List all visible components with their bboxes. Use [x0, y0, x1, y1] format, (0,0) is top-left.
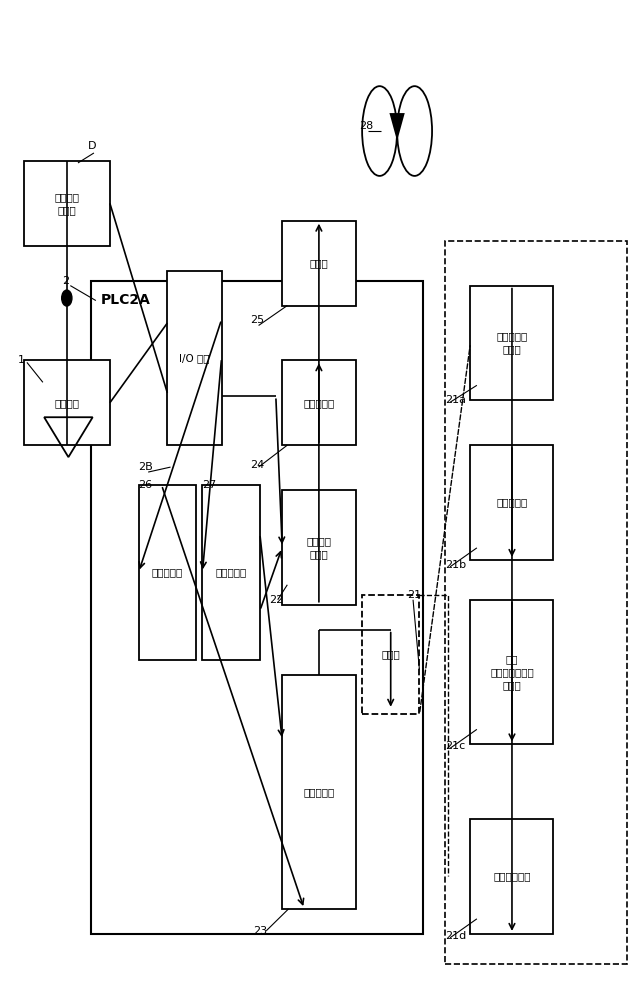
Text: 传感器部: 传感器部: [54, 398, 79, 408]
Text: 27: 27: [203, 480, 217, 490]
Text: 21c: 21c: [445, 741, 465, 751]
Text: 控制量运算部: 控制量运算部: [493, 871, 531, 881]
Text: 传感器信号
转换部: 传感器信号 转换部: [496, 332, 528, 354]
Text: 测定指令部: 测定指令部: [215, 567, 247, 577]
Bar: [470, 819, 553, 934]
Text: 运算部: 运算部: [381, 650, 400, 660]
Text: 形状
（长度、宽度）
运算部: 形状 （长度、宽度） 运算部: [490, 654, 534, 690]
Circle shape: [62, 290, 72, 306]
Bar: [282, 360, 356, 445]
Text: 28: 28: [359, 121, 373, 131]
Bar: [362, 595, 419, 714]
Bar: [203, 485, 260, 660]
Bar: [445, 241, 627, 964]
Text: 25: 25: [250, 315, 265, 325]
Bar: [167, 271, 222, 445]
Bar: [282, 675, 356, 909]
Bar: [470, 286, 553, 400]
Bar: [282, 221, 356, 306]
Text: PLC2A: PLC2A: [100, 293, 150, 307]
Text: 触发获取部: 触发获取部: [152, 567, 183, 577]
Text: 局部总线
控制器: 局部总线 控制器: [306, 536, 331, 559]
Text: 驱动控制部: 驱动控制部: [303, 398, 335, 408]
Bar: [470, 600, 553, 744]
Polygon shape: [390, 113, 404, 141]
Text: 21a: 21a: [445, 395, 466, 405]
Bar: [24, 161, 110, 246]
Text: 按压构件
检测部: 按压构件 检测部: [54, 192, 79, 215]
Text: 驱动部: 驱动部: [310, 258, 328, 268]
Text: 21: 21: [406, 590, 420, 600]
Text: 2B: 2B: [138, 462, 153, 472]
Text: 宽度计算部: 宽度计算部: [496, 497, 528, 507]
Text: 21d: 21d: [445, 931, 466, 941]
Text: D: D: [88, 141, 96, 151]
Text: I/O 单元: I/O 单元: [179, 353, 210, 363]
Text: 21b: 21b: [445, 560, 466, 570]
Text: 1: 1: [17, 355, 24, 365]
Bar: [282, 490, 356, 605]
Bar: [24, 360, 110, 445]
Text: 23: 23: [253, 926, 267, 936]
Bar: [470, 445, 553, 560]
Text: 控制命令部: 控制命令部: [303, 787, 335, 797]
Text: 26: 26: [138, 480, 153, 490]
Text: 22: 22: [269, 595, 284, 605]
Bar: [138, 485, 196, 660]
Text: 24: 24: [250, 460, 265, 470]
Bar: [91, 281, 422, 934]
Text: 2: 2: [62, 276, 69, 286]
